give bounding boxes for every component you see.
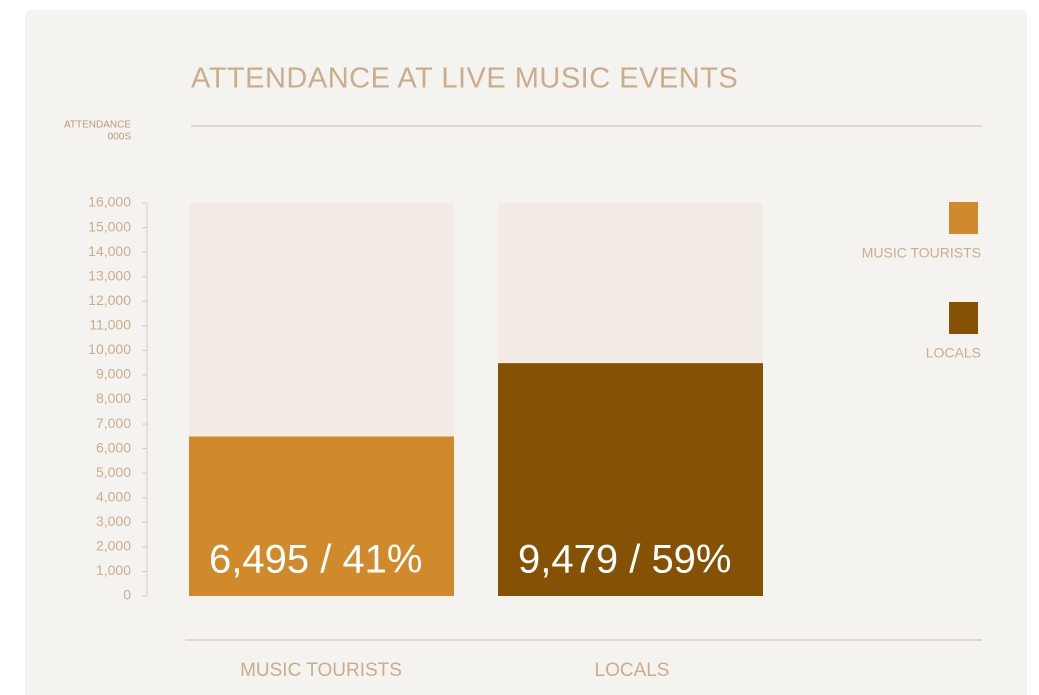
y-tick-label: 3,000 bbox=[96, 513, 131, 529]
y-tick-label: 7,000 bbox=[96, 415, 131, 431]
y-tick-label: 9,000 bbox=[96, 366, 131, 382]
y-tick-label: 8,000 bbox=[96, 390, 131, 406]
y-tick-label: 13,000 bbox=[88, 267, 131, 283]
y-tick-label: 6,000 bbox=[96, 439, 131, 455]
bar bbox=[498, 363, 763, 596]
legend-label: MUSIC TOURISTS bbox=[862, 245, 981, 261]
y-tick-label: 12,000 bbox=[88, 292, 131, 308]
y-axis-label: 000S bbox=[108, 132, 132, 143]
y-tick-label: 15,000 bbox=[88, 218, 131, 234]
y-axis-label: ATTENDANCE bbox=[64, 120, 131, 131]
chart-title: ATTENDANCE AT LIVE MUSIC EVENTS bbox=[191, 63, 738, 95]
y-tick-label: 0 bbox=[123, 587, 131, 603]
value-label: 9,479 / 59% bbox=[518, 538, 732, 582]
bar bbox=[189, 436, 454, 596]
y-tick-label: 2,000 bbox=[96, 538, 131, 554]
x-tick-label: LOCALS bbox=[595, 660, 670, 681]
legend-swatch bbox=[949, 202, 978, 234]
legend-swatch bbox=[949, 302, 978, 334]
y-tick-label: 14,000 bbox=[88, 243, 131, 259]
y-tick-label: 11,000 bbox=[89, 317, 131, 333]
y-tick-label: 1,000 bbox=[96, 562, 131, 578]
value-label: 6,495 / 41% bbox=[209, 538, 423, 582]
y-tick-label: 5,000 bbox=[96, 464, 131, 480]
legend-label: LOCALS bbox=[926, 345, 981, 361]
x-tick-label: MUSIC TOURISTS bbox=[240, 660, 402, 681]
y-tick-label: 4,000 bbox=[96, 488, 131, 504]
y-tick-label: 10,000 bbox=[88, 341, 131, 357]
y-tick-label: 16,000 bbox=[88, 194, 131, 210]
